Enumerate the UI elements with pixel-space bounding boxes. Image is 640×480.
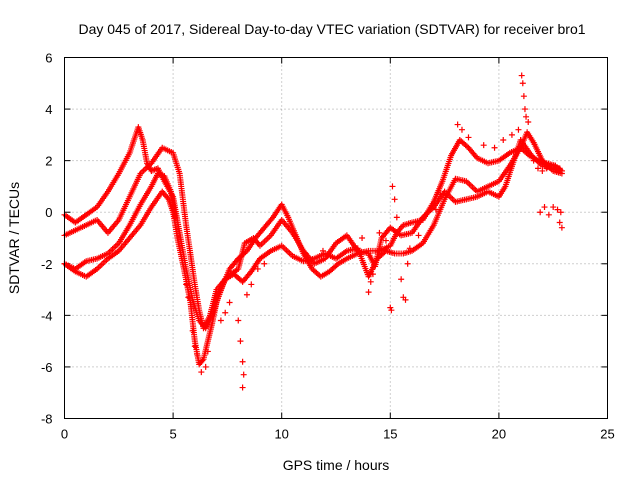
data-point: [500, 137, 507, 144]
y-tick-label: 6: [45, 51, 52, 66]
data-point: [458, 126, 465, 133]
data-point: [239, 358, 246, 365]
x-tick-label: 5: [169, 427, 176, 442]
data-point: [534, 165, 541, 172]
data-point: [537, 209, 544, 216]
data-point: [556, 219, 563, 226]
chart-title: Day 045 of 2017, Sidereal Day-to-day VTE…: [78, 21, 585, 37]
y-tick-labels: -8 -6 -4 -2 0 2 4 6: [41, 51, 53, 427]
data-point: [291, 232, 298, 239]
data-point: [222, 309, 229, 316]
data-point: [185, 294, 192, 301]
data-point: [523, 113, 530, 120]
data-point: [369, 271, 376, 278]
data-point: [480, 142, 487, 149]
data-point: [432, 206, 439, 213]
data-point: [204, 348, 211, 355]
plot-frame: [64, 57, 608, 419]
data-point: [388, 307, 395, 314]
series-scatter-spikes: [183, 72, 565, 391]
data-point: [183, 281, 190, 288]
data-point: [248, 281, 255, 288]
data-point: [554, 206, 561, 213]
data-point: [202, 363, 209, 370]
data-point: [389, 183, 396, 190]
data-point: [519, 80, 526, 87]
data-point: [367, 278, 374, 285]
data-point: [302, 250, 309, 257]
data-point: [525, 118, 532, 125]
data-point: [398, 276, 405, 283]
data-point: [558, 224, 565, 231]
x-tick-label: 25: [600, 427, 614, 442]
data-point: [391, 196, 398, 203]
grid: [64, 57, 608, 419]
data-point: [382, 237, 389, 244]
y-tick-label: -6: [41, 360, 53, 375]
data-point: [557, 209, 564, 216]
data-point: [189, 327, 196, 334]
series-track-4: [61, 170, 179, 272]
x-tick-label: 0: [61, 427, 68, 442]
data-point: [518, 72, 525, 79]
y-tick-label: 4: [45, 102, 52, 117]
data-point: [541, 204, 548, 211]
data-point: [376, 229, 383, 236]
x-axis-label: GPS time / hours: [283, 457, 390, 473]
data-point: [406, 245, 413, 252]
data-point: [454, 121, 461, 128]
data-point: [240, 371, 247, 378]
data-point: [243, 291, 250, 298]
data-point: [199, 357, 206, 364]
data-point: [552, 162, 559, 169]
data-point: [193, 351, 200, 358]
x-tick-label: 15: [383, 427, 397, 442]
y-tick-label: 2: [45, 154, 52, 169]
data-point: [393, 214, 400, 221]
data-point: [539, 167, 546, 174]
x-tick-labels: 0 5 10 15 20 25: [61, 427, 615, 442]
y-tick-label: -4: [41, 308, 53, 323]
data-point: [520, 93, 527, 100]
data-point: [465, 134, 472, 141]
data-point: [521, 106, 528, 113]
data-point: [237, 338, 244, 345]
data-point: [239, 384, 246, 391]
series-track-3: [61, 137, 565, 332]
data-point: [550, 204, 557, 211]
data-point: [402, 296, 409, 303]
data-point: [556, 165, 563, 172]
data-point: [491, 144, 498, 151]
data-point: [261, 260, 268, 267]
data-point: [543, 165, 550, 172]
x-tick-label: 20: [492, 427, 506, 442]
data-point: [191, 343, 198, 350]
data-point: [172, 214, 179, 221]
data-point: [319, 247, 326, 254]
data-point: [437, 191, 444, 198]
data-point: [365, 289, 372, 296]
data-point: [226, 299, 233, 306]
data-point: [359, 235, 366, 241]
data-point: [515, 126, 522, 133]
data-point: [530, 157, 537, 164]
y-tick-label: -2: [41, 257, 53, 272]
axis-ticks: [64, 57, 608, 419]
series-track-1: [61, 137, 565, 368]
data-point: [508, 131, 515, 138]
y-tick-label: 0: [45, 205, 52, 220]
data-point: [198, 369, 205, 376]
y-axis-label: SDTVAR / TECUs: [6, 182, 22, 294]
data-point: [545, 211, 552, 218]
data-point: [404, 260, 411, 267]
data-point: [235, 317, 242, 324]
y-tick-label: -8: [41, 412, 53, 427]
data-point: [254, 265, 261, 272]
data-point: [217, 317, 224, 324]
data-points: [61, 72, 565, 391]
data-point: [415, 232, 422, 239]
x-tick-label: 10: [274, 427, 288, 442]
